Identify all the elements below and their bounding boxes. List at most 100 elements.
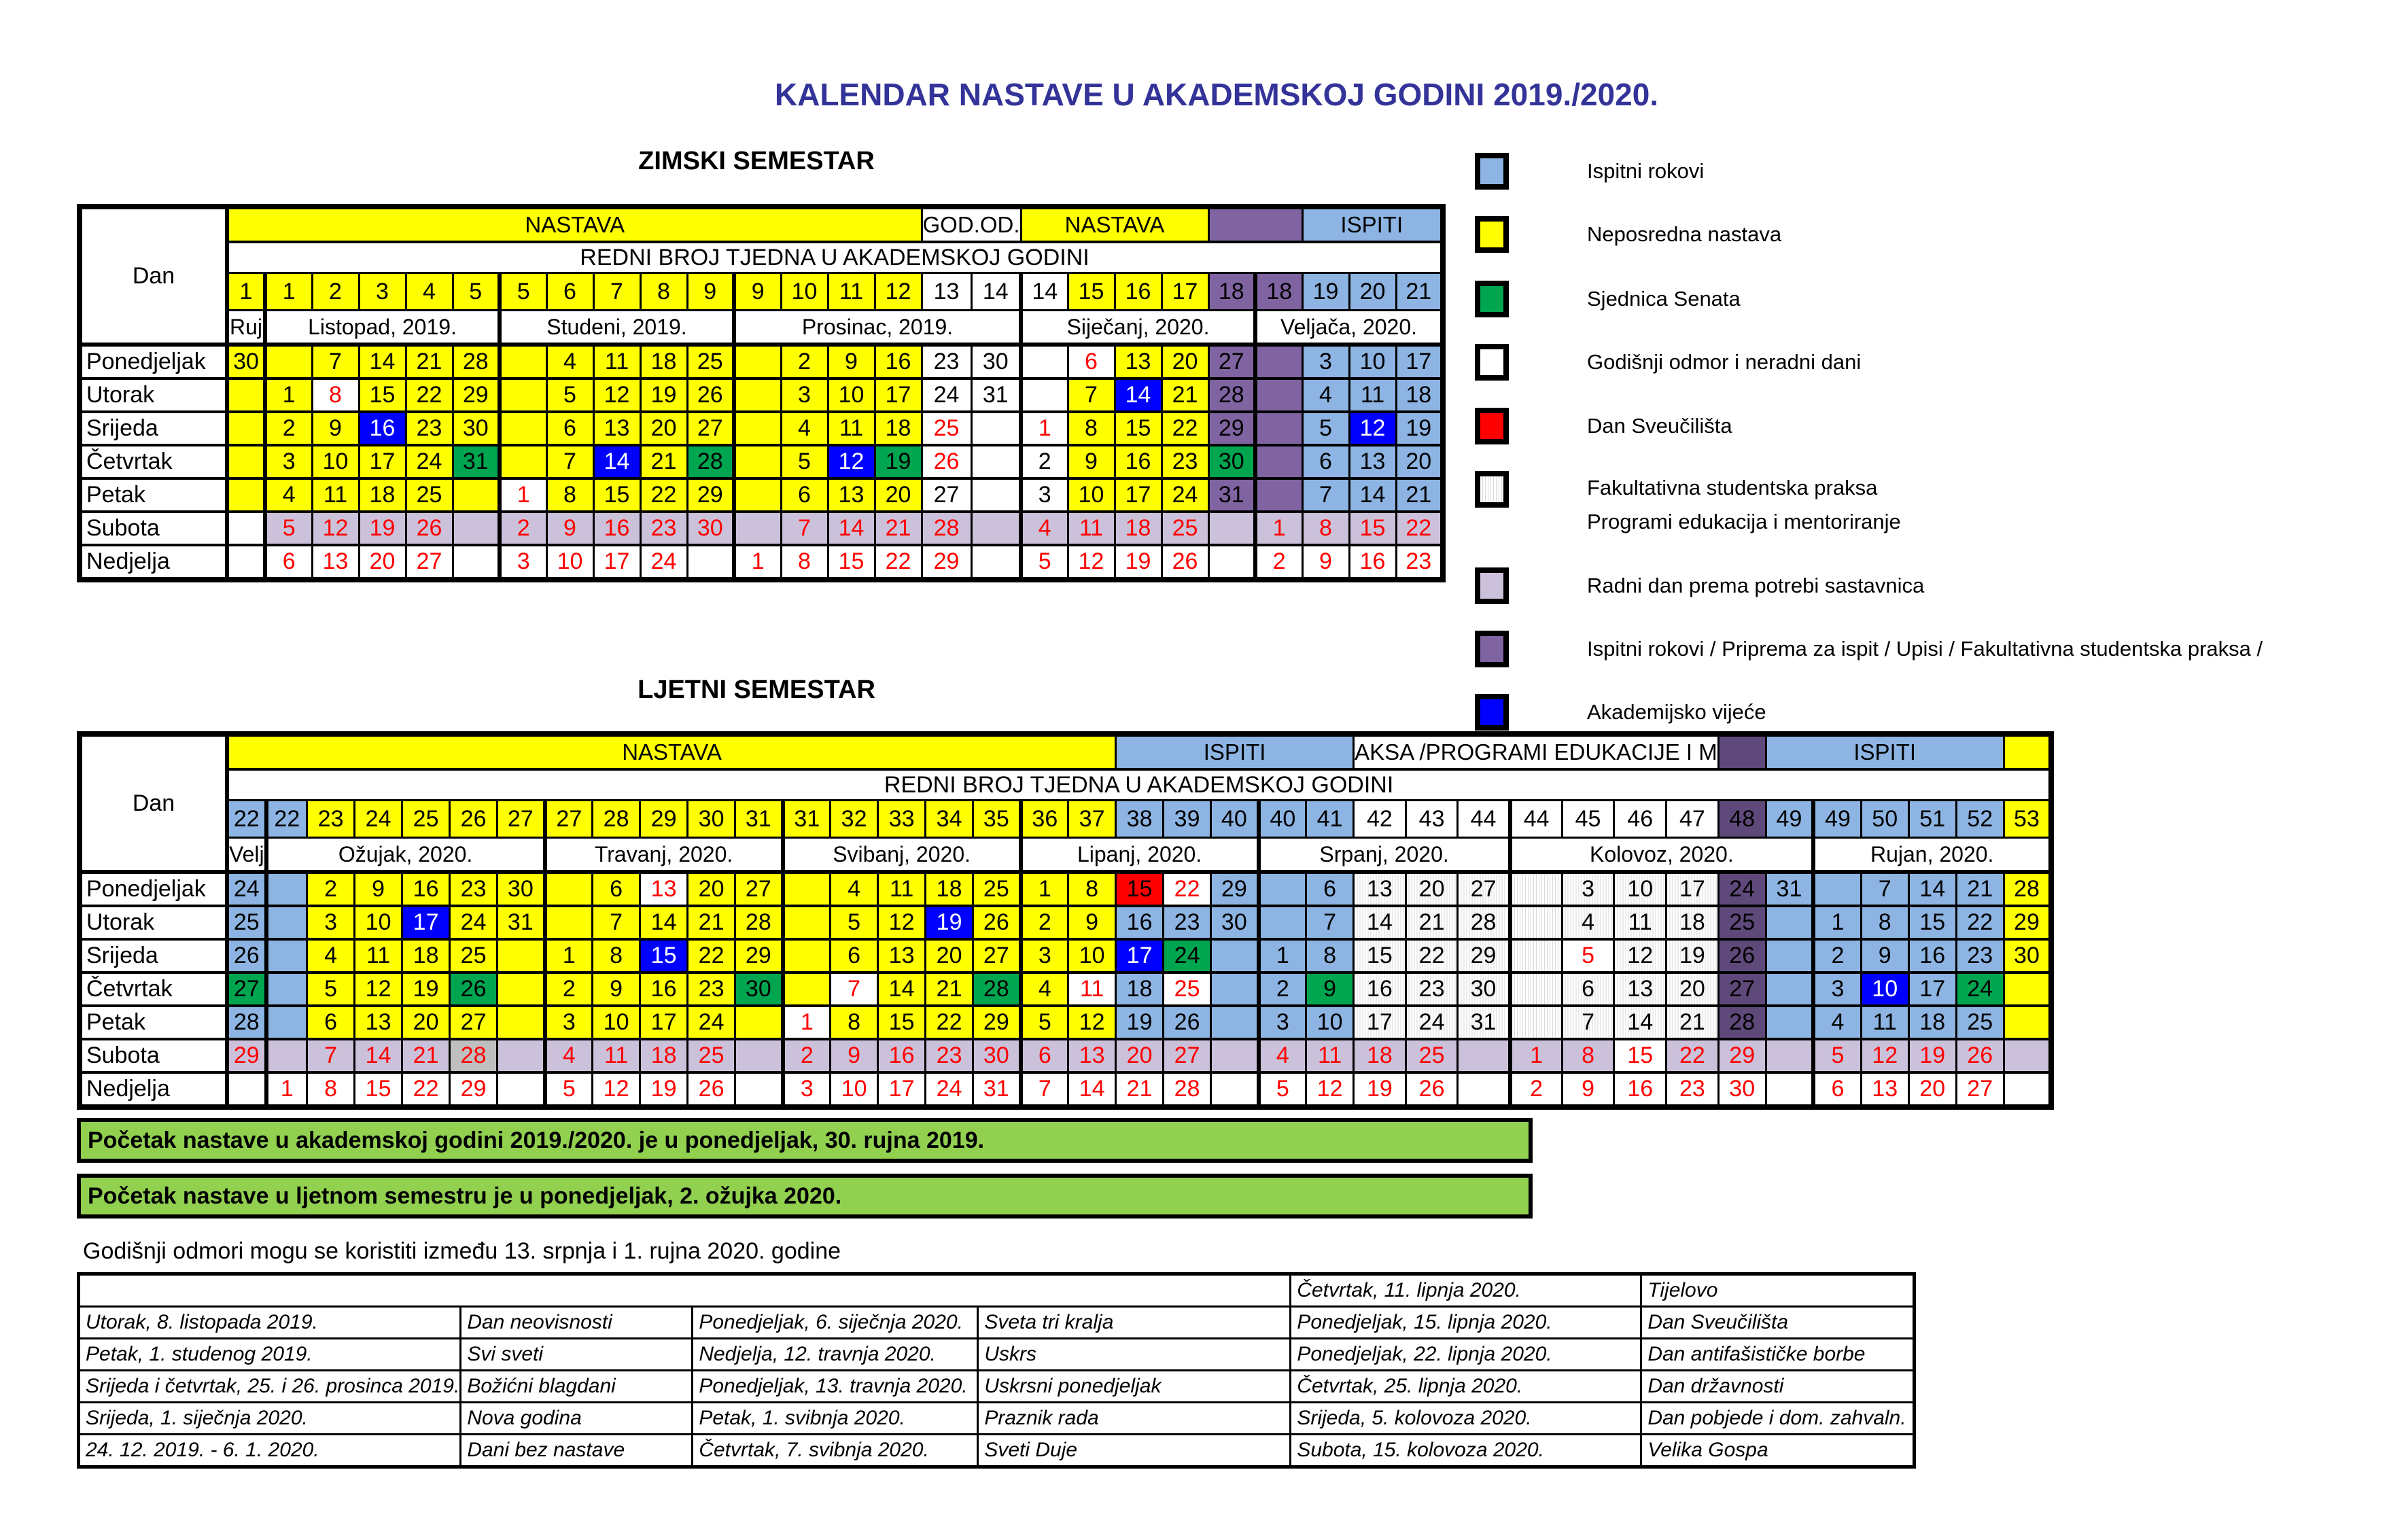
week-number-cell: 28: [591, 799, 642, 839]
day-name: Nedjelja: [78, 1071, 229, 1108]
calendar-row: Petak 4 11 18 25 1 8 15 22 29 6 13 20 27 3 10 17 24 31 7 14 2…: [78, 477, 1444, 513]
day-cell: 31: [1764, 871, 1815, 907]
month-row: Ruj Listopad, 2019. Studeni, 2019. Prosinac…: [80, 309, 1444, 347]
day-cell: 1: [1811, 905, 1862, 941]
day-cell: 16: [592, 510, 642, 546]
day-cell: 16: [873, 343, 923, 380]
day-cell: 24: [639, 544, 688, 581]
day-cell: 18: [1395, 377, 1444, 413]
day-cell: 19: [1907, 1038, 1957, 1074]
day-cell: 27: [920, 477, 973, 513]
day-cell: 27: [449, 1004, 499, 1040]
day-name: Petak: [78, 477, 229, 513]
day-cell: 19: [1395, 410, 1444, 446]
legend-label: Radni dan prema potrebi sastavnica: [1587, 574, 1925, 597]
day-cell: [732, 410, 782, 446]
day-cell: 19: [1665, 938, 1720, 974]
day-cell: 21: [1115, 1071, 1165, 1108]
calendar-row: Srijeda 26 4 11 18 25 1 8 15 22 29 6 13 20 27 3 10 17 24 1 8…: [78, 938, 2053, 974]
day-cell: 20: [1907, 1071, 1957, 1108]
day-cell: 9: [826, 343, 876, 380]
day-cell: 10: [1348, 343, 1397, 380]
day-cell: 4: [542, 1038, 594, 1074]
day-cell: 15: [357, 377, 407, 413]
day-cell: 30: [686, 510, 735, 546]
legend-label: Akademijsko vijeće: [1587, 700, 1766, 724]
day-cell: 11: [1067, 971, 1117, 1007]
day-cell: 17: [1665, 871, 1720, 907]
day-cell: 4: [1811, 1004, 1862, 1040]
day-cell: 21: [1160, 377, 1210, 413]
day-cell: 24: [920, 377, 973, 413]
day-cell: 2: [542, 971, 594, 1007]
day-cell: 4: [1256, 1038, 1308, 1074]
day-cell: 22: [1404, 938, 1459, 974]
calendar-row: Četvrtak 27 5 12 19 26 2 9 16 23 30 7 14 21 28 4 11 18 25 2…: [78, 971, 2053, 1007]
day-cell: 16: [401, 871, 451, 907]
day-cell: [970, 410, 1022, 446]
day-cell: 23: [1404, 971, 1459, 1007]
holiday-cell: Ponedjeljak, 6. siječnja 2020.: [691, 1305, 979, 1339]
day-cell: [970, 444, 1022, 480]
day-cell: 4: [1019, 510, 1069, 546]
day-cell: 2: [263, 410, 313, 446]
day-cell: [1507, 1004, 1563, 1040]
day-cell: 23: [449, 871, 499, 907]
day-cell: 15: [1348, 510, 1397, 546]
week-number-cell: 23: [306, 799, 356, 839]
day-cell: 30: [734, 971, 784, 1007]
week-number-cell: 37: [1067, 799, 1117, 839]
phase-band: NASTAVA: [226, 205, 923, 243]
day-cell: 5: [306, 971, 356, 1007]
day-cell: 15: [1907, 905, 1957, 941]
legend-label: Ispitni rokovi / Priprema za ispit / Upi…: [1587, 637, 2263, 661]
week-number-cell: 45: [1560, 799, 1616, 839]
week-number-cell: 51: [1907, 799, 1957, 839]
day-cell: 31: [1456, 1004, 1512, 1040]
month-label: Lipanj, 2020.: [1018, 837, 1260, 874]
day-cell: [1507, 871, 1563, 907]
day-cell: 5: [1811, 1038, 1862, 1074]
day-cell: 13: [311, 544, 360, 581]
day-cell: 25: [1162, 971, 1212, 1007]
day-cell: 19: [401, 971, 451, 1007]
day-cell: 19: [1115, 1004, 1165, 1040]
day-cell: [1456, 1071, 1512, 1108]
phase-band-row: Dan NASTAVA GOD.OD. NASTAVA ISPITI: [78, 205, 1444, 347]
week-number-cell: 39: [1162, 799, 1212, 839]
day-cell: 17: [873, 377, 923, 413]
day-cell: 11: [877, 871, 927, 907]
legend-label: Ispitni rokovi: [1587, 159, 1705, 183]
day-cell: 22: [401, 1071, 451, 1108]
day-cell: 18: [924, 871, 975, 907]
day-cell: [226, 410, 266, 446]
week-number-cell: 40: [1210, 799, 1260, 839]
day-cell: 7: [829, 971, 879, 1007]
day-cell: 5: [1301, 410, 1350, 446]
day-cell: 22: [404, 377, 454, 413]
day-cell: 1: [542, 938, 594, 974]
day-cell: 16: [1353, 971, 1407, 1007]
day-cell: 18: [639, 1038, 689, 1074]
day-cell: [1253, 343, 1304, 380]
day-cell: [970, 510, 1022, 546]
legend-swatch-w-icon: [1475, 344, 1509, 381]
legend-labels: Radni dan prema potrebi sastavnica: [1587, 574, 1924, 598]
day-cell: 22: [1395, 510, 1444, 546]
week-number-cell: 6: [545, 272, 595, 311]
day-cell: 27: [734, 871, 784, 907]
day-cell: 16: [1613, 1071, 1668, 1108]
day-cell: 13: [1348, 444, 1397, 480]
day-cell: 1: [264, 1071, 309, 1108]
day-cell: 19: [1353, 1071, 1407, 1108]
holiday-row: Srijeda i četvrtak, 25. i 26. prosinca 2…: [77, 1369, 1916, 1403]
day-cell: 25: [920, 410, 973, 446]
day-cell: 28: [1456, 905, 1512, 941]
week-title-row: REDNI BROJ TJEDNA U AKADEMSKOJ GODINI: [80, 241, 1444, 274]
note-start-summer-semester: Početak nastave u ljetnom semestru je u …: [77, 1174, 1533, 1219]
day-cell: 2: [306, 871, 356, 907]
day-cell: 16: [1115, 905, 1165, 941]
holiday-cell: Velika Gospa: [1640, 1433, 1916, 1468]
day-cell: 3: [1301, 343, 1350, 380]
day-cell: 31: [1207, 477, 1257, 513]
